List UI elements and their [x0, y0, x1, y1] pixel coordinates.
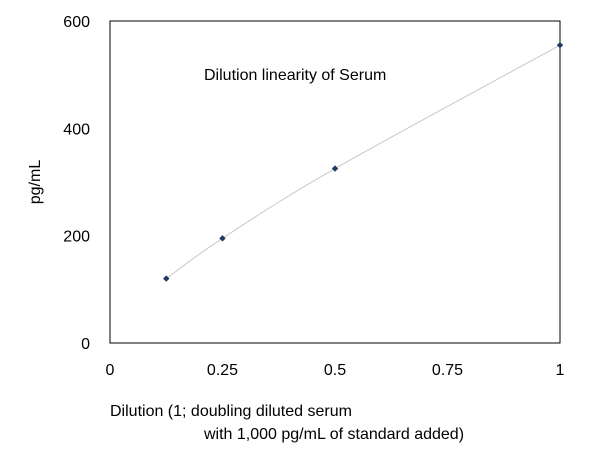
data-point — [556, 41, 564, 49]
y-tick-label: 600 — [63, 14, 90, 31]
data-point — [331, 165, 339, 172]
y-tick-label: 400 — [63, 121, 90, 138]
x-axis-title-line-1: Dilution (1; doubling diluted serum — [110, 403, 352, 420]
data-point — [219, 235, 226, 242]
chart-title: Dilution linearity of Serum — [204, 67, 386, 84]
y-axis-title: pg/mL — [27, 160, 44, 205]
x-tick-label: 0.75 — [432, 362, 463, 379]
series-line — [165, 44, 561, 280]
y-tick-label: 200 — [63, 229, 90, 246]
x-tick-label: 0.5 — [324, 362, 346, 379]
x-tick-label: 1 — [556, 362, 565, 379]
plot-area — [109, 20, 561, 344]
data-point — [163, 275, 170, 282]
y-tick-labels: 0 200 400 600 — [63, 14, 90, 353]
y-tick-label: 0 — [81, 336, 90, 353]
x-tick-label: 0 — [106, 362, 115, 379]
x-tick-label: 0.25 — [207, 362, 238, 379]
x-tick-labels: 0 0.25 0.5 0.75 1 — [106, 362, 565, 379]
data-points — [163, 41, 564, 282]
x-axis-title-line-2: with 1,000 pg/mL of standard added) — [203, 426, 464, 443]
